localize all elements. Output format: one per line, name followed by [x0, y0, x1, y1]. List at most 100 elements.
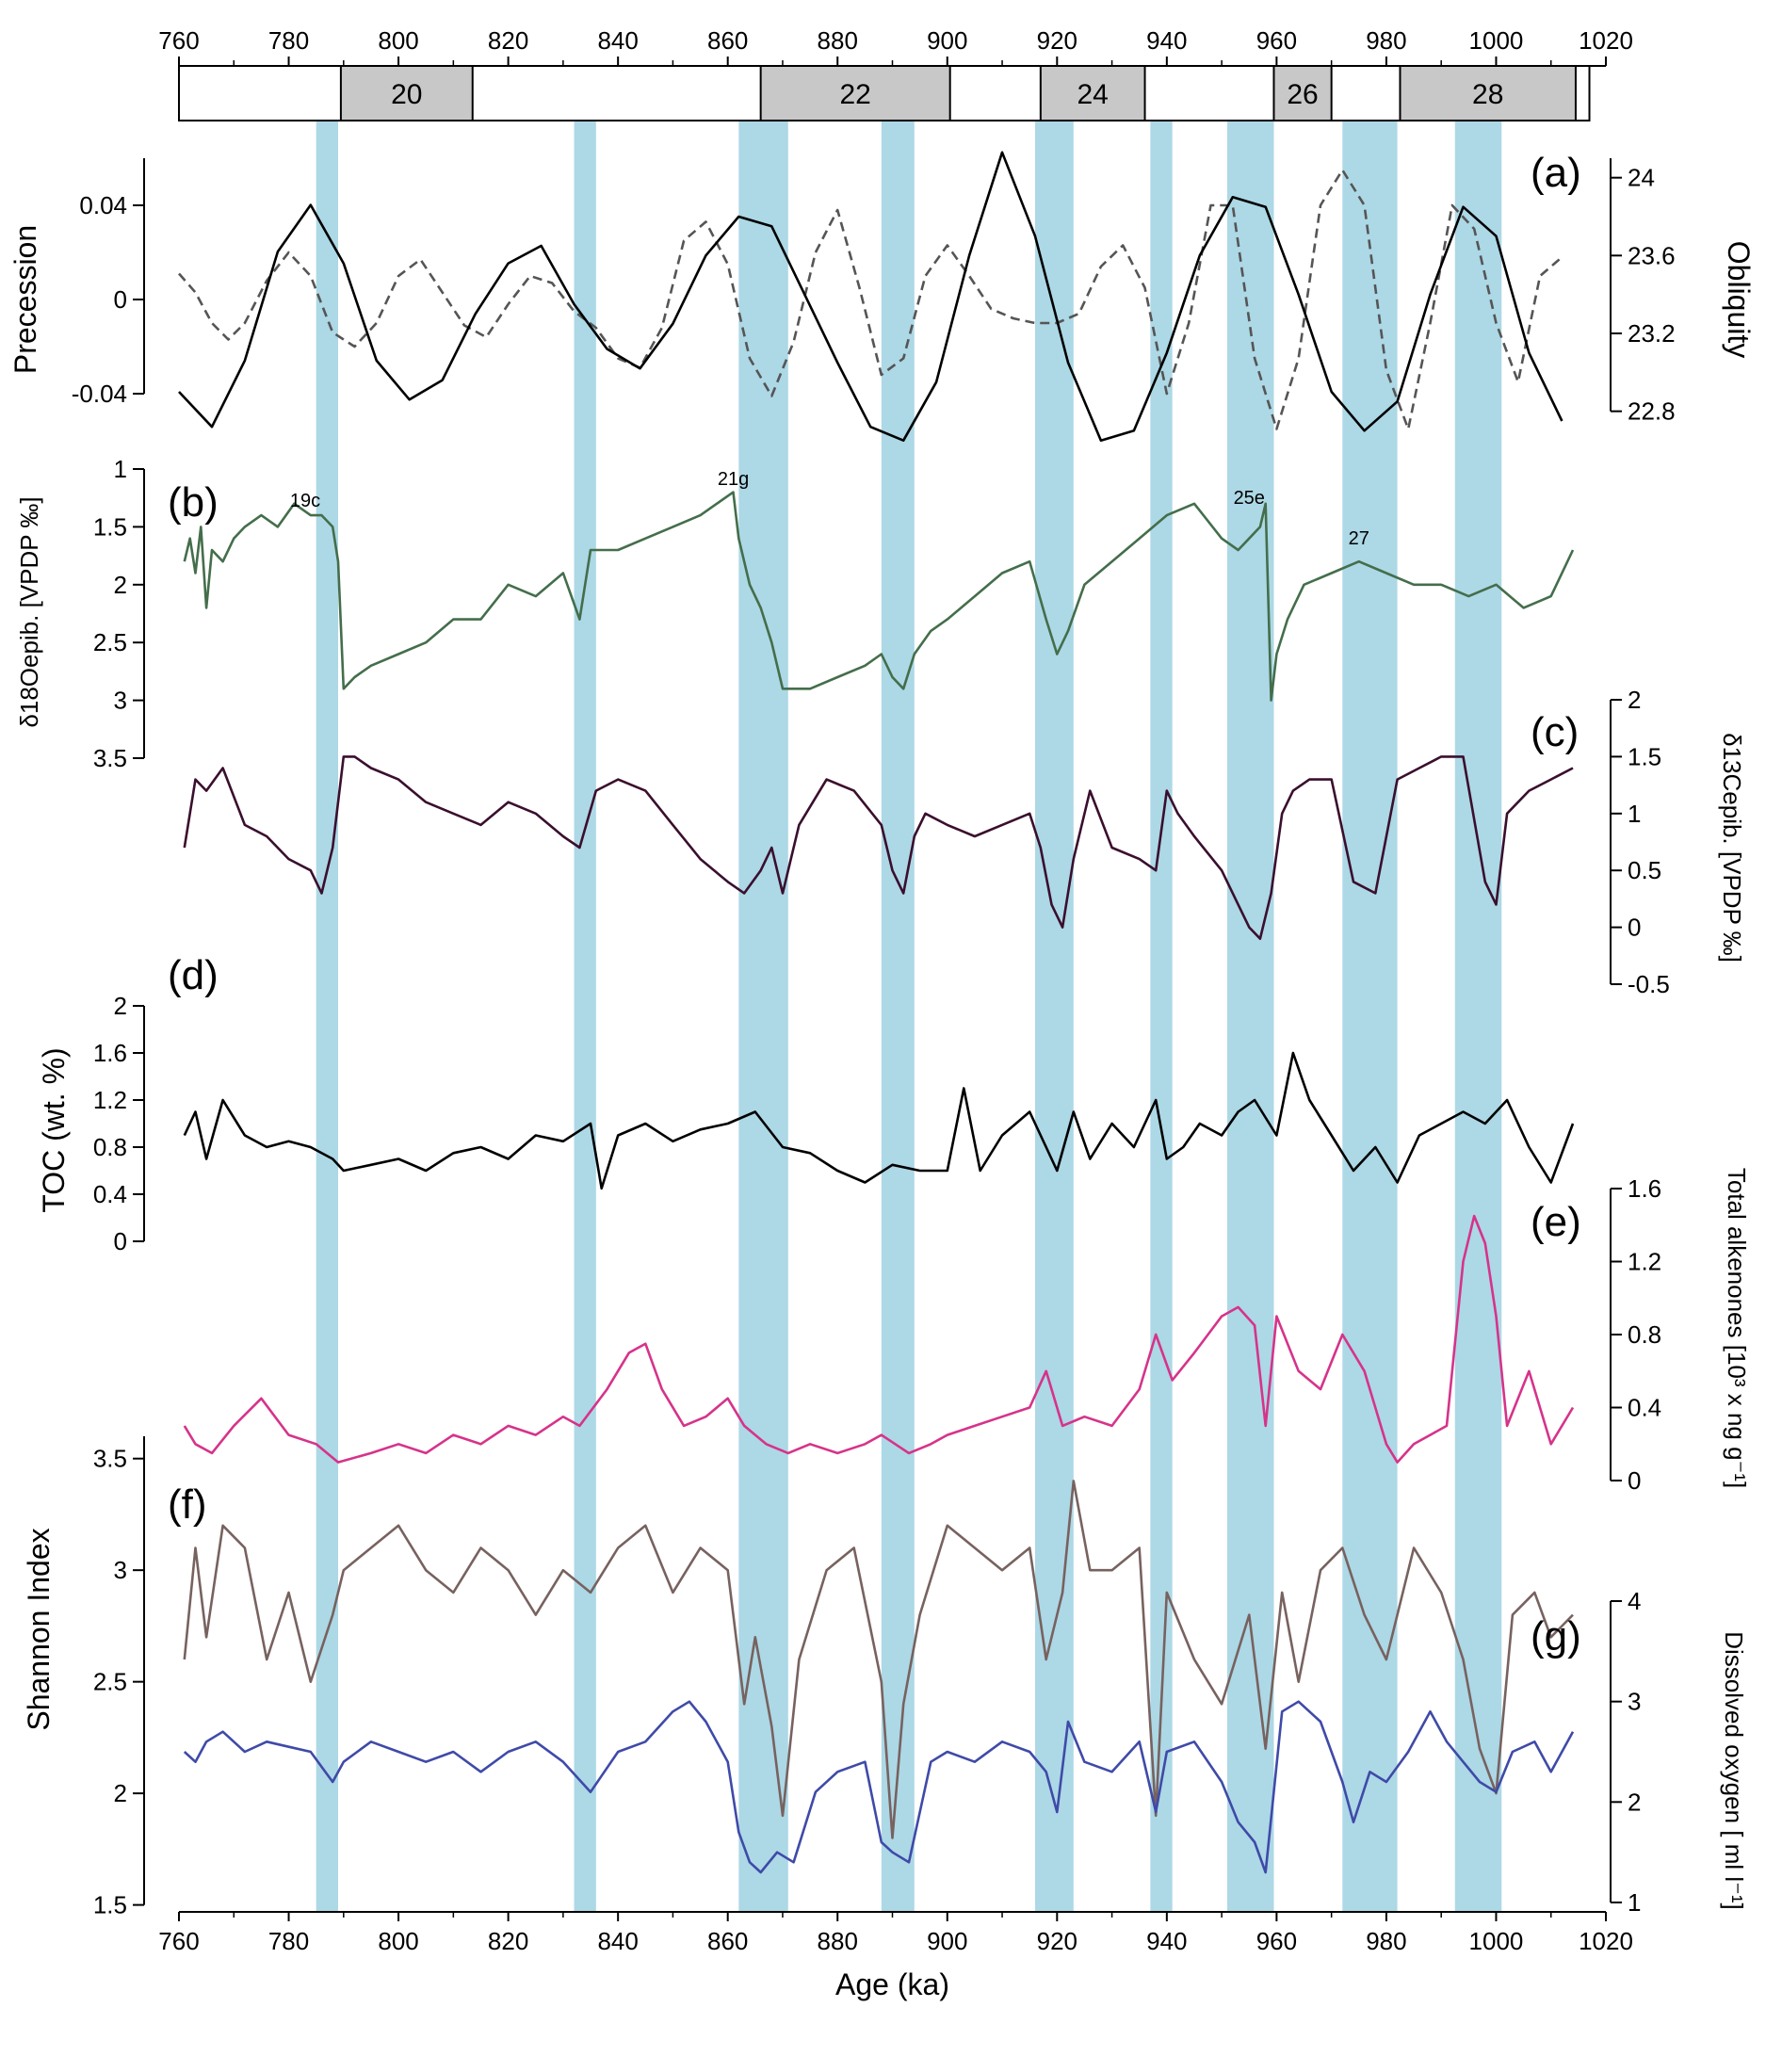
mis-stage-bar: 20 22 24 26 28 — [178, 65, 1591, 121]
y-tick-label: 0.4 — [1628, 1394, 1661, 1422]
series-line-a-precession — [178, 169, 1563, 430]
bottom-x-tick-label: 780 — [268, 1927, 309, 1955]
blue-band-3 — [881, 121, 915, 1912]
top-x-tick-label: 1020 — [1579, 26, 1633, 55]
blue-band-0 — [316, 121, 338, 1912]
top-x-tick-label: 900 — [927, 26, 967, 55]
y-axis-label-a-obliquity: Obliquity — [1722, 241, 1756, 359]
y-axis-label-a-precession: Precession — [8, 225, 42, 374]
y-tick-label: 0.4 — [93, 1180, 127, 1208]
y-tick-label: -0.04 — [72, 380, 127, 408]
panel-b-d18o: 1 1.5 2 2.5 3 3.5 δ18Oepib. [VPDP ‰] — [15, 455, 1575, 772]
panel-label: (a) — [1531, 150, 1581, 196]
y-tick-label: 3.5 — [93, 1445, 127, 1473]
top-x-tick-label: 880 — [818, 26, 858, 55]
y-axis-label-c-d13c: δ13Cepib. [VPDP ‰] — [1718, 733, 1746, 963]
blue-band-8 — [1454, 121, 1502, 1912]
mis-stage-label: 22 — [839, 79, 870, 110]
blue-band-6 — [1226, 121, 1274, 1912]
y-tick-label: 3 — [114, 687, 127, 715]
series-line-g-oxygen — [183, 1700, 1575, 1874]
panel-label: (b) — [168, 479, 219, 526]
y-tick-label: 2 — [114, 1779, 127, 1807]
bottom-x-tick-label: 880 — [818, 1927, 858, 1955]
annotation-label: 25e — [1234, 488, 1265, 509]
y-tick-label: 1.5 — [93, 1891, 127, 1919]
bottom-x-tick-label: 940 — [1146, 1927, 1187, 1955]
y-tick-label: 0 — [114, 1227, 127, 1255]
top-x-tick-label: 940 — [1146, 26, 1187, 55]
y-tick-label: 22.8 — [1628, 397, 1676, 426]
top-x-tick-label: 820 — [488, 26, 528, 55]
top-x-tick-label: 960 — [1256, 26, 1297, 55]
top-x-tick-label: 780 — [268, 26, 309, 55]
series-line-e-alkenones — [183, 1214, 1575, 1464]
bottom-x-tick-label: 1000 — [1469, 1927, 1524, 1955]
bottom-x-tick-label: 820 — [488, 1927, 528, 1955]
y-tick-label: 1 — [1628, 800, 1641, 828]
bottom-x-tick-label: 760 — [158, 1927, 199, 1955]
y-tick-label: 2 — [1628, 686, 1641, 714]
top-x-tick-label: 1000 — [1469, 26, 1524, 55]
panel-label: (e) — [1531, 1199, 1581, 1245]
panel-c-d13c: -0.5 0 0.5 1 1.5 2 δ13Cepib. [VPDP ‰] — [183, 686, 1746, 998]
isotope-stage-annotations: 19c 21g 25e 27 — [290, 469, 1369, 549]
y-tick-label: 0.04 — [79, 191, 127, 219]
panel-g-oxygen: 1 2 3 4 Dissolved oxygen [ ml l⁻¹] — [183, 1587, 1748, 1917]
glacial-bands — [316, 121, 1502, 1912]
bottom-x-tick-label: 840 — [597, 1927, 638, 1955]
top-x-tick-label: 760 — [158, 26, 199, 55]
annotation-label: 21g — [718, 469, 749, 490]
panel-e-alkenones: 0 0.4 0.8 1.2 1.6 Total alkenones [10³ x ng g… — [183, 1168, 1751, 1495]
y-tick-label: 1 — [1628, 1888, 1641, 1917]
series-line-b-d18o — [183, 491, 1575, 702]
panel-d-toc: 0 0.4 0.8 1.2 1.6 2 TOC (wt. %) — [37, 992, 1575, 1255]
y-tick-label: 1.2 — [93, 1086, 127, 1114]
mis-stage-label: 20 — [391, 79, 422, 110]
series-line-c-d13c — [183, 755, 1574, 941]
y-tick-label: 0 — [1628, 914, 1641, 942]
y-axis-label-f-shannon: Shannon Index — [22, 1528, 56, 1730]
y-tick-label: 1.6 — [1628, 1174, 1661, 1203]
blue-band-1 — [574, 121, 596, 1912]
bottom-x-tick-label: 800 — [378, 1927, 418, 1955]
y-tick-label: 2.5 — [93, 628, 127, 656]
mis-stage-28 — [1399, 65, 1577, 121]
panel-label: (g) — [1531, 1613, 1581, 1659]
y-tick-label: 23.6 — [1628, 241, 1676, 269]
top-x-tick-label: 840 — [597, 26, 638, 55]
y-axis-label-e-alkenones: Total alkenones [10³ x ng g⁻¹] — [1723, 1168, 1751, 1488]
y-tick-label: 0.8 — [1628, 1320, 1661, 1349]
panel-labels: (a) (b) (c) (d) (e) (f) (g) — [168, 150, 1581, 1659]
y-tick-label: 0.8 — [93, 1133, 127, 1161]
y-tick-label: 3.5 — [93, 744, 127, 772]
series-line-a-obliquity — [178, 151, 1563, 443]
panel-a-obliquity: 22.8 23.2 23.6 24 Obliquity — [178, 151, 1756, 443]
blue-band-4 — [1035, 121, 1074, 1912]
top-x-tick-label: 980 — [1366, 26, 1406, 55]
y-tick-label: 3 — [114, 1556, 127, 1584]
y-tick-label: 0.5 — [1628, 856, 1661, 884]
blue-band-5 — [1150, 121, 1173, 1912]
bottom-x-tick-label: 900 — [927, 1927, 967, 1955]
y-tick-label: 1.5 — [93, 512, 127, 541]
y-axis-label-b-d18o: δ18Oepib. [VPDP ‰] — [15, 496, 43, 727]
bottom-x-tick-label: 920 — [1037, 1927, 1077, 1955]
blue-band-2 — [738, 121, 788, 1912]
mis-stage-label: 26 — [1287, 79, 1318, 110]
y-tick-label: 2.5 — [93, 1668, 127, 1696]
mis-stage-label: 24 — [1077, 79, 1108, 110]
bottom-x-tick-label: 980 — [1366, 1927, 1406, 1955]
series-line-d-toc — [183, 1051, 1575, 1190]
y-tick-label: 3 — [1628, 1688, 1641, 1716]
mis-stage-24 — [1039, 65, 1146, 121]
panel-a-precession: -0.04 0 0.04 Precession — [8, 158, 1563, 430]
data-panels: -0.0400.04Precession22.823.223.624Obliqu… — [8, 151, 1756, 1919]
y-tick-label: 24 — [1628, 164, 1655, 192]
y-tick-label: 1.2 — [1628, 1248, 1661, 1276]
top-x-tick-label: 920 — [1037, 26, 1077, 55]
y-axis-label-d-toc: TOC (wt. %) — [37, 1047, 71, 1212]
annotation-label: 19c — [290, 491, 320, 511]
panel-f-shannon: 1.5 2 2.5 3 3.5 Shannon Index — [22, 1436, 1574, 1919]
